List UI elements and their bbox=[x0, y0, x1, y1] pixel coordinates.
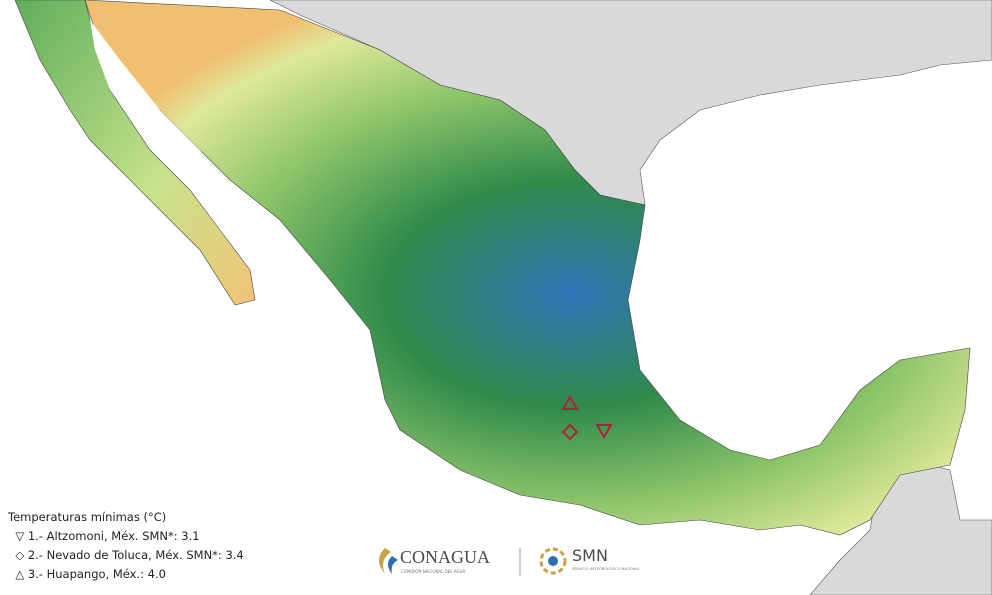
conagua-subtitle: COMISIÓN NACIONAL DEL AGUA bbox=[401, 569, 466, 574]
legend-text: 1.- Altzomoni, Méx. SMN*: 3.1 bbox=[27, 529, 200, 543]
central-america-land bbox=[809, 464, 992, 595]
conagua-logo: CONAGUA COMISIÓN NACIONAL DEL AGUA bbox=[379, 547, 490, 574]
smn-name: SMN bbox=[572, 546, 608, 565]
legend-symbol: △ bbox=[15, 567, 25, 581]
smn-subtitle: SERVICIO METEOROLÓGICO NACIONAL bbox=[572, 566, 640, 571]
conagua-name: CONAGUA bbox=[400, 547, 490, 567]
legend-entry: △ 3.- Huapango, Méx.: 4.0 bbox=[8, 565, 244, 584]
legend-text: 2.- Nevado de Toluca, Méx. SMN*: 3.4 bbox=[27, 548, 244, 562]
gulf-of-california bbox=[90, 20, 265, 250]
legend-entry: ▽ 1.- Altzomoni, Méx. SMN*: 3.1 bbox=[8, 527, 244, 546]
legend-symbol: ◇ bbox=[15, 548, 25, 562]
legend-text: 3.- Huapango, Méx.: 4.0 bbox=[27, 567, 166, 581]
legend-entry: ◇ 2.- Nevado de Toluca, Méx. SMN*: 3.4 bbox=[8, 546, 244, 565]
mexico-mainland bbox=[84, 0, 971, 536]
legend-symbol: ▽ bbox=[15, 529, 25, 543]
legend: Temperaturas mínimas (°C) ▽ 1.- Altzomon… bbox=[8, 508, 244, 584]
station-nevado-de-toluca bbox=[561, 423, 579, 441]
legend-title: Temperaturas mínimas (°C) bbox=[8, 510, 167, 524]
station-altzomoni bbox=[595, 424, 613, 439]
smn-logo: SMN SERVICIO METEOROLÓGICO NACIONAL bbox=[539, 546, 640, 575]
station-huapango bbox=[561, 395, 579, 410]
